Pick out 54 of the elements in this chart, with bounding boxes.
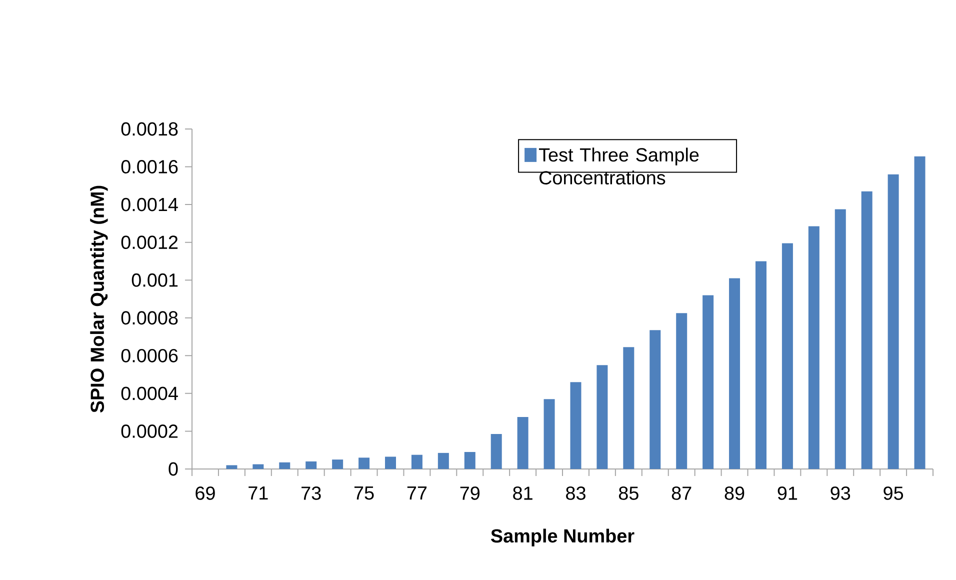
x-tick-label: 73 [302, 486, 321, 500]
x-axis-title: Sample Number [491, 528, 634, 546]
x-tick-label: 79 [460, 486, 480, 500]
bar [570, 382, 582, 469]
bar [755, 261, 766, 469]
legend-label: Test Three Sample Concentrations [538, 148, 699, 184]
x-tick-label: 83 [566, 486, 586, 500]
bar [490, 434, 502, 469]
y-tick-label: 0.0004 [121, 386, 178, 400]
bar [544, 399, 555, 469]
bar [676, 313, 688, 469]
y-tick-label: 0 [168, 462, 178, 476]
bar [358, 458, 370, 469]
bar [464, 452, 476, 469]
bar [438, 452, 449, 469]
x-tick-label: 87 [672, 486, 692, 500]
bar [411, 454, 422, 469]
x-tick-label: 71 [248, 486, 268, 500]
y-axis-title: SPIO Molar Quantity (nM) [90, 186, 108, 413]
bar [596, 365, 608, 469]
bar [888, 174, 899, 469]
bar [332, 460, 344, 469]
bar [914, 156, 926, 469]
x-tick-label: 85 [618, 486, 638, 500]
y-tick-label: 0.0006 [121, 348, 178, 362]
x-tick-label: 95 [884, 486, 904, 500]
bar [650, 330, 661, 469]
x-tick-label: 77 [407, 486, 427, 500]
bar [782, 243, 793, 469]
y-tick-label: 0.0008 [121, 311, 178, 325]
bar [252, 464, 264, 469]
bar [623, 347, 634, 469]
x-tick-label: 89 [724, 486, 744, 500]
x-tick-label: 75 [354, 486, 374, 500]
bar [861, 191, 872, 469]
x-tick-label: 81 [513, 486, 532, 500]
y-tick-label: 0.0002 [121, 424, 178, 438]
bar [808, 226, 820, 469]
bar [226, 465, 238, 469]
x-tick-label: 93 [830, 486, 850, 500]
y-tick-label: 0.0018 [121, 122, 178, 136]
y-tick-label: 0.0014 [121, 198, 178, 212]
bar [702, 295, 714, 469]
y-tick-label: 0.0016 [121, 160, 178, 174]
bar [279, 462, 290, 469]
bar [384, 456, 396, 469]
bar [306, 461, 317, 469]
y-tick-label: 0.0012 [121, 236, 178, 250]
y-tick-label: 0.001 [132, 273, 178, 287]
bar [834, 209, 846, 469]
x-tick-label: 69 [196, 486, 215, 500]
x-tick-label: 91 [778, 486, 798, 500]
bar [517, 417, 528, 469]
bar [729, 278, 740, 469]
